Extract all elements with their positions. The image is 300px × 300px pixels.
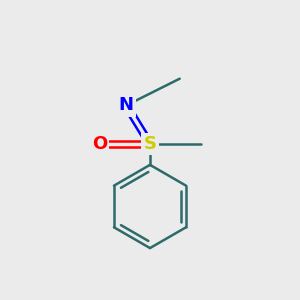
Text: N: N (119, 96, 134, 114)
Text: O: O (92, 135, 107, 153)
Text: S: S (143, 135, 157, 153)
